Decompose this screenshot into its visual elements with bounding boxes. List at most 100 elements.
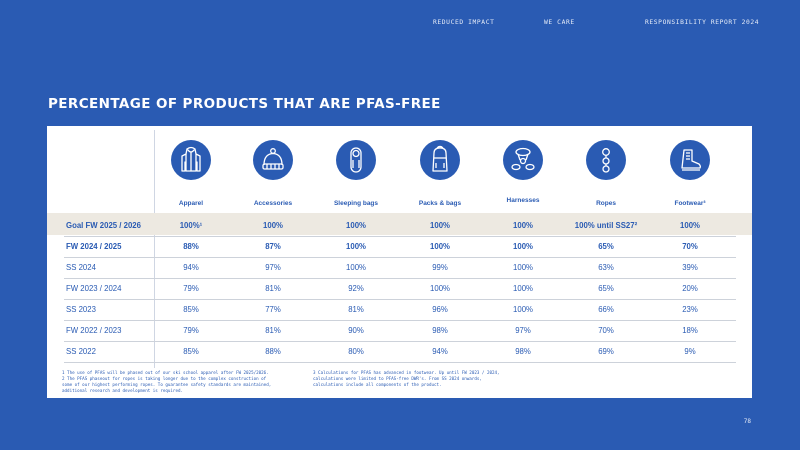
table-cell: 100% bbox=[263, 221, 283, 230]
table-cell: 94% bbox=[432, 347, 448, 356]
row-divider bbox=[64, 236, 736, 237]
table-cell: 100% bbox=[680, 221, 700, 230]
row-header: SS 2022 bbox=[66, 347, 96, 356]
category-label-accessories: Accessories bbox=[253, 200, 293, 207]
table-row: SS 2024 94% 97% 100% 99% 100% 63% 39% bbox=[0, 258, 800, 278]
row-divider bbox=[64, 362, 736, 363]
table-cell: 96% bbox=[432, 305, 448, 314]
table-cell: 100% bbox=[430, 242, 450, 251]
footnotes-right: 3 Calculations for PFAS has advanced in … bbox=[313, 370, 500, 388]
table-cell: 100% bbox=[346, 263, 366, 272]
table-cell: 98% bbox=[515, 347, 531, 356]
row-header: FW 2024 / 2025 bbox=[66, 242, 122, 251]
table-cell: 100% bbox=[430, 221, 450, 230]
row-header: SS 2024 bbox=[66, 263, 96, 272]
beanie-icon bbox=[253, 140, 293, 180]
table-cell: 100% bbox=[513, 284, 533, 293]
table-cell: 100% until SS27² bbox=[574, 221, 638, 230]
boot-icon bbox=[670, 140, 710, 180]
footnote-line: additional research and development is r… bbox=[62, 388, 184, 393]
table-cell: 100% bbox=[430, 284, 450, 293]
table-cell: 100%¹ bbox=[179, 221, 203, 230]
row-header: Goal FW 2025 / 2026 bbox=[66, 221, 141, 230]
table-row: FW 2024 / 2025 88% 87% 100% 100% 100% 65… bbox=[0, 237, 800, 257]
row-divider bbox=[64, 341, 736, 342]
row-divider bbox=[64, 278, 736, 279]
category-label-packs-bags: Packs & bags bbox=[418, 200, 462, 207]
table-cell: 90% bbox=[348, 326, 364, 335]
category-label-harnesses: Harnesses bbox=[506, 197, 540, 204]
table-panel bbox=[47, 126, 752, 398]
harness-icon bbox=[503, 140, 543, 180]
table-cell: 85% bbox=[183, 347, 199, 356]
table-row: SS 2023 85% 77% 81% 96% 100% 66% 23% bbox=[0, 300, 800, 320]
table-cell: 100% bbox=[346, 242, 366, 251]
footnote-line: calculations were limited to PFAS-free D… bbox=[313, 376, 482, 381]
table-cell: 97% bbox=[515, 326, 531, 335]
page-number: 78 bbox=[743, 418, 751, 425]
table-cell: 66% bbox=[598, 305, 614, 314]
row-header: SS 2023 bbox=[66, 305, 96, 314]
rope-icon bbox=[586, 140, 626, 180]
table-cell: 100% bbox=[513, 242, 533, 251]
table-cell: 79% bbox=[183, 326, 199, 335]
table-row: SS 2022 85% 88% 80% 94% 98% 69% 9% bbox=[0, 342, 800, 362]
table-cell: 100% bbox=[346, 221, 366, 230]
table-cell: 92% bbox=[348, 284, 364, 293]
nav-we-care[interactable]: WE CARE bbox=[544, 19, 575, 26]
table-cell: 88% bbox=[183, 242, 199, 251]
goal-row-background bbox=[47, 213, 752, 235]
table-cell: 87% bbox=[265, 242, 281, 251]
table-cell: 63% bbox=[598, 263, 614, 272]
backpack-icon bbox=[420, 140, 460, 180]
footnote-line: some of our highest performing ropes. To… bbox=[62, 382, 272, 387]
top-navigation: REDUCED IMPACT WE CARE RESPONSIBILITY RE… bbox=[0, 19, 800, 29]
table-cell: 18% bbox=[682, 326, 698, 335]
table-cell: 80% bbox=[348, 347, 364, 356]
category-label-ropes: Ropes bbox=[596, 200, 616, 207]
row-divider bbox=[64, 299, 736, 300]
table-cell: 81% bbox=[265, 284, 281, 293]
table-cell: 39% bbox=[682, 263, 698, 272]
nav-report-title: RESPONSIBILITY REPORT 2024 bbox=[645, 19, 760, 26]
table-cell: 65% bbox=[598, 284, 614, 293]
table-cell: 88% bbox=[265, 347, 281, 356]
footnote-line: 3 Calculations for PFAS has advanced in … bbox=[313, 370, 500, 375]
nav-reduced-impact[interactable]: REDUCED IMPACT bbox=[433, 19, 495, 26]
table-cell: 98% bbox=[432, 326, 448, 335]
table-cell: 94% bbox=[183, 263, 199, 272]
footnote-line: 2 The PFAS phaseout for ropes is taking … bbox=[62, 376, 267, 381]
category-label-footwear: Footwear³ bbox=[674, 200, 706, 207]
footnote-line: 1 The use of PFAS will be phased out of … bbox=[62, 370, 269, 375]
table-cell: 9% bbox=[684, 347, 696, 356]
table-cell: 100% bbox=[513, 263, 533, 272]
table-row: FW 2023 / 2024 79% 81% 92% 100% 100% 65%… bbox=[0, 279, 800, 299]
table-cell: 23% bbox=[682, 305, 698, 314]
footnotes-left: 1 The use of PFAS will be phased out of … bbox=[62, 370, 271, 394]
row-divider bbox=[64, 257, 736, 258]
table-cell: 65% bbox=[598, 242, 614, 251]
table-cell: 70% bbox=[598, 326, 614, 335]
table-cell: 85% bbox=[183, 305, 199, 314]
table-cell: 81% bbox=[265, 326, 281, 335]
table-cell: 99% bbox=[432, 263, 448, 272]
table-cell: 20% bbox=[682, 284, 698, 293]
header-column-divider bbox=[154, 130, 155, 368]
table-cell: 81% bbox=[348, 305, 364, 314]
jacket-icon bbox=[171, 140, 211, 180]
table-cell: 69% bbox=[598, 347, 614, 356]
footnote-line: calculations include all components of t… bbox=[313, 382, 442, 387]
row-header: FW 2022 / 2023 bbox=[66, 326, 122, 335]
category-label-apparel: Apparel bbox=[178, 200, 204, 207]
row-header: FW 2023 / 2024 bbox=[66, 284, 122, 293]
page-title: PERCENTAGE OF PRODUCTS THAT ARE PFAS-FRE… bbox=[48, 96, 441, 112]
table-cell: 100% bbox=[513, 221, 533, 230]
row-divider bbox=[64, 320, 736, 321]
sleeping-bag-icon bbox=[336, 140, 376, 180]
table-row: FW 2022 / 2023 79% 81% 90% 98% 97% 70% 1… bbox=[0, 321, 800, 341]
table-cell: 100% bbox=[513, 305, 533, 314]
table-cell: 97% bbox=[265, 263, 281, 272]
table-cell: 79% bbox=[183, 284, 199, 293]
table-row-goal: Goal FW 2025 / 2026 100%¹ 100% 100% 100%… bbox=[0, 216, 800, 236]
table-cell: 70% bbox=[682, 242, 698, 251]
